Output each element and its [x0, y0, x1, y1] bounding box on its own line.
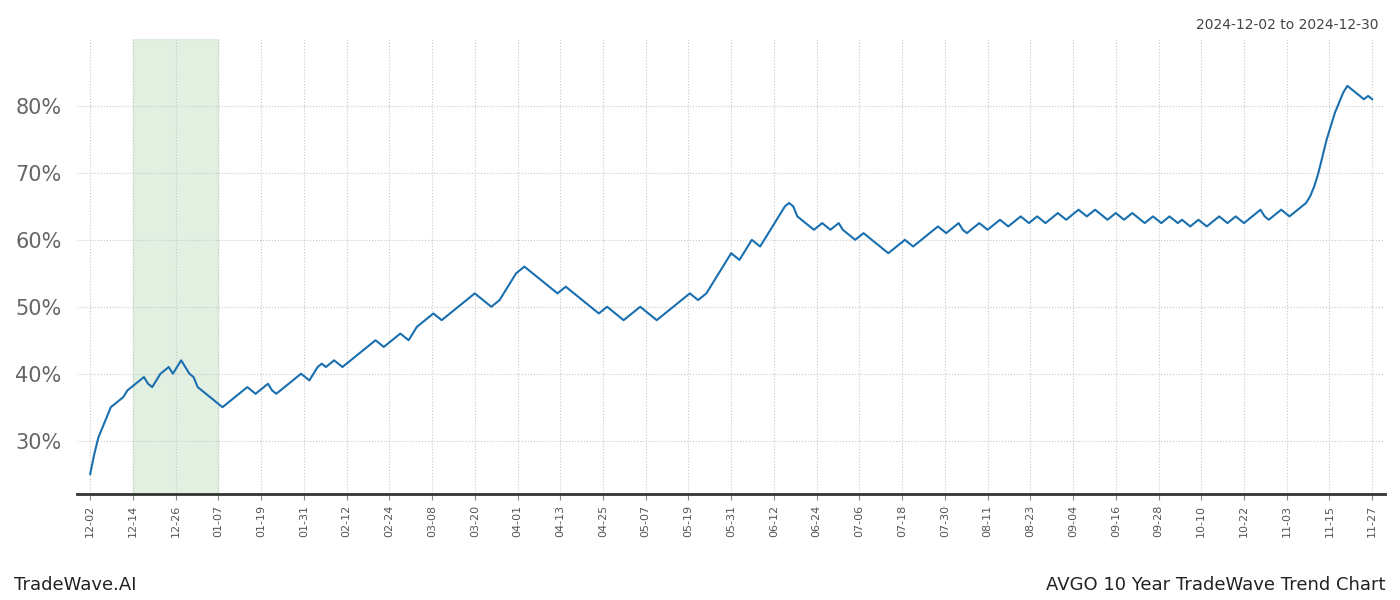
Text: AVGO 10 Year TradeWave Trend Chart: AVGO 10 Year TradeWave Trend Chart — [1047, 576, 1386, 594]
Text: 2024-12-02 to 2024-12-30: 2024-12-02 to 2024-12-30 — [1197, 18, 1379, 32]
Text: TradeWave.AI: TradeWave.AI — [14, 576, 137, 594]
Bar — [133, 39, 218, 494]
